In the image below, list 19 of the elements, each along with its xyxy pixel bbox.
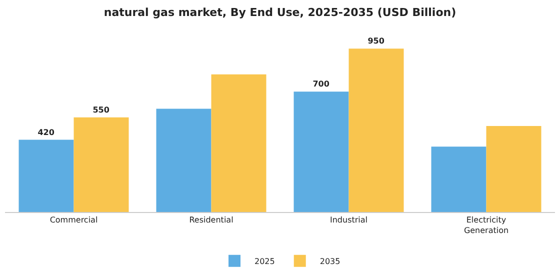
chart-title: natural gas market, By End Use, 2025-2035 (USD Billion) [104,6,456,20]
bar [18,140,74,212]
data-label: 950 [368,36,385,46]
data-label: 700 [312,80,330,89]
x-tick-label: Electricity Generation [464,216,509,235]
bar [486,126,542,212]
data-label: 420 [38,128,55,137]
legend-label: 2035 [320,257,340,266]
bar [431,146,486,212]
x-tick-label: Commercial [50,216,98,225]
bar [74,117,129,212]
bar [211,74,266,212]
bar [348,48,404,212]
x-tick-label: Residential [189,216,234,225]
data-label: 550 [92,105,110,114]
x-tick-label: Industrial [330,216,368,225]
bar [294,92,349,212]
legend-label: 2025 [254,257,275,266]
bar [156,108,212,212]
